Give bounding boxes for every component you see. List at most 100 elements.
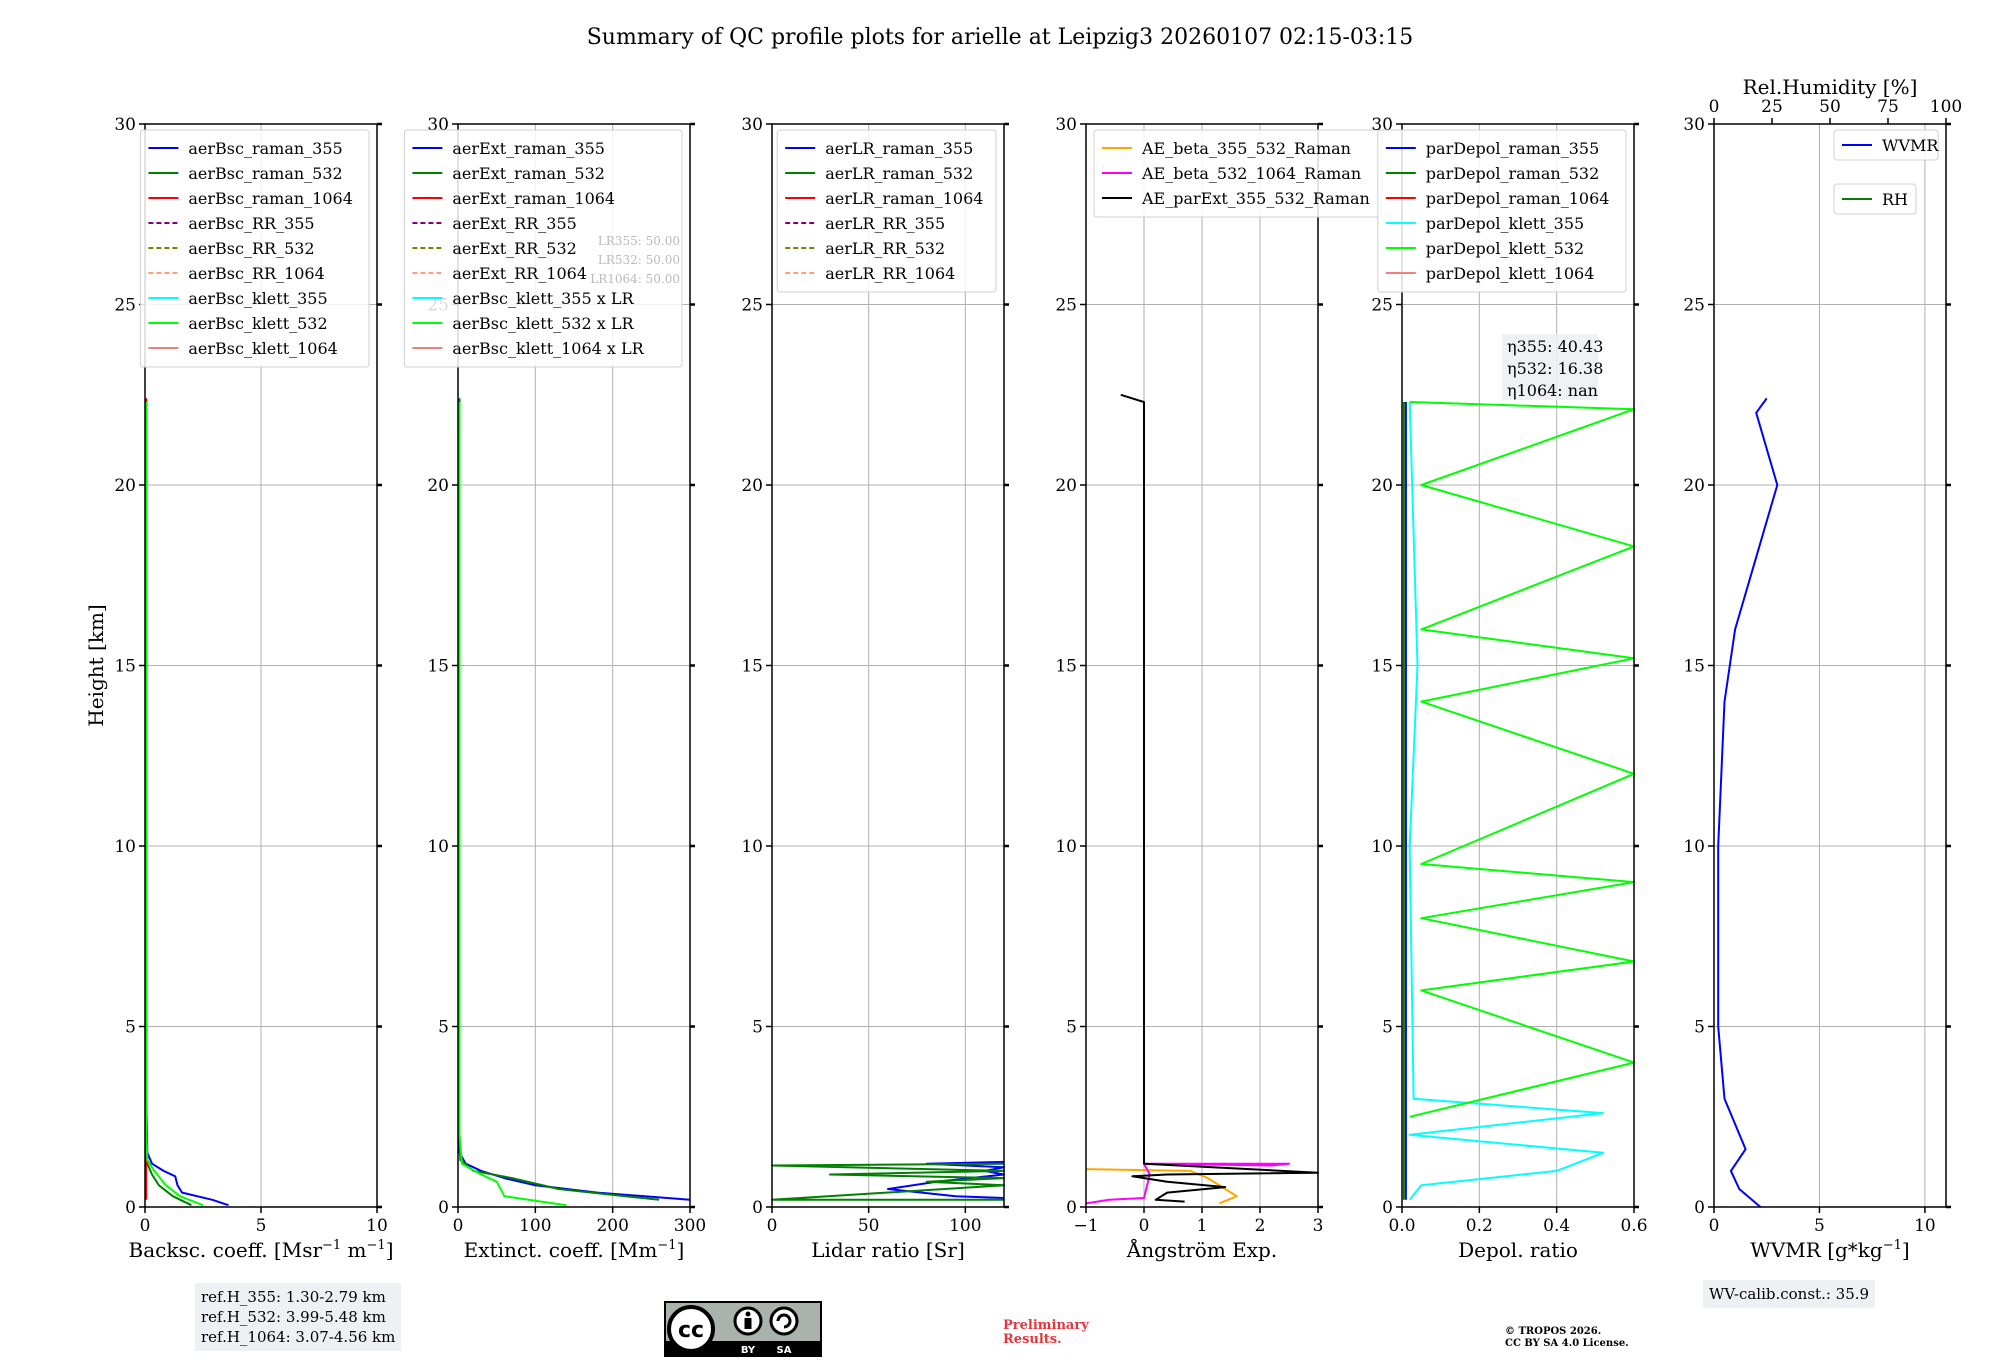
top-x-tick-label: 75 <box>1877 97 1899 117</box>
x-tick-label: 0.2 <box>1466 1216 1493 1236</box>
wv-calibration-constant: WV-calib.const.: 35.9 <box>1709 1285 1870 1303</box>
panel-ext: 0510152025300100200300Extinct. coeff. [M… <box>403 115 706 1262</box>
legend-label-aerExt_RR_355: aerExt_RR_355 <box>452 214 576 233</box>
y-tick-label: 0 <box>1694 1198 1705 1218</box>
top-x-tick-label: 100 <box>1930 97 1962 117</box>
y-tick-label: 10 <box>741 837 763 857</box>
ref-height-355: ref.H_355: 1.30-2.79 km <box>201 1288 386 1306</box>
series-line-aerExt_raman_355 <box>458 398 691 1201</box>
y-tick-label: 25 <box>114 296 136 316</box>
x-axis-label: Extinct. coeff. [Mm−1​] <box>464 1238 685 1262</box>
legend-label-parDepol_raman_532: parDepol_raman_532 <box>1426 164 1599 183</box>
y-tick-label: 20 <box>427 476 449 496</box>
license-line: CC BY SA 4.0 License. <box>1505 1338 1629 1349</box>
legend-box <box>139 129 370 368</box>
y-tick-label: 10 <box>427 837 449 857</box>
legend-label-parDepol_klett_532: parDepol_klett_532 <box>1426 239 1584 258</box>
legend-label-aerBsc_raman_532: aerBsc_raman_532 <box>188 164 342 183</box>
x-tick-label: 5 <box>1814 1216 1825 1236</box>
legend-label-aerLR_RR_532: aerLR_RR_532 <box>825 239 945 258</box>
legend-label-aerLR_raman_532: aerLR_raman_532 <box>825 164 973 183</box>
eta-annotation: η355: 40.43 <box>1507 337 1603 356</box>
y-tick-label: 25 <box>1683 296 1705 316</box>
y-tick-label: 30 <box>114 115 136 135</box>
series-line-WVMR <box>1717 397 1779 1208</box>
y-tick-label: 10 <box>1683 837 1705 857</box>
ref-height-1064: ref.H_1064: 3.07-4.56 km <box>201 1328 396 1346</box>
x-tick-label: −1 <box>1073 1216 1098 1236</box>
x-axis-label: Depol. ratio <box>1458 1238 1578 1262</box>
x-tick-label: 0 <box>1139 1216 1150 1236</box>
x-tick-label: 0 <box>1709 1216 1720 1236</box>
by-text: BY <box>741 1345 756 1356</box>
series-line-aerBsc_raman_355 <box>145 398 229 1207</box>
y-tick-label: 15 <box>1683 657 1705 677</box>
top-x-tick-label: 50 <box>1819 97 1841 117</box>
y-tick-label: 25 <box>1371 296 1393 316</box>
results-line: Results. <box>1003 1332 1062 1347</box>
lidar-ratio-annotation: LR355: 50.00 <box>598 234 680 248</box>
x-tick-label: 5 <box>256 1216 267 1236</box>
x-tick-label: 10 <box>366 1216 388 1236</box>
copyright-note: © TROPOS 2026. CC BY SA 4.0 License. <box>1505 1326 1629 1350</box>
legend-label-parDepol_klett_1064: parDepol_klett_1064 <box>1426 264 1595 283</box>
y-tick-label: 15 <box>741 657 763 677</box>
legend-label-aerBsc_RR_355: aerBsc_RR_355 <box>188 214 314 233</box>
x-tick-label: 0.4 <box>1543 1216 1570 1236</box>
legend-box <box>1377 129 1627 293</box>
legend-box <box>403 129 683 368</box>
top-x-tick-label: 0 <box>1709 97 1720 117</box>
legend-label-aerBsc_klett_532 x LR: aerBsc_klett_532 x LR <box>452 314 634 333</box>
series-line-aerLR_raman_532 <box>771 1162 1005 1201</box>
legend-label-aerBsc_RR_532: aerBsc_RR_532 <box>188 239 314 258</box>
y-tick-label: 5 <box>1694 1018 1705 1038</box>
legend-label-RH: RH <box>1882 190 1908 209</box>
legend-label-aerExt_raman_1064: aerExt_raman_1064 <box>452 189 615 208</box>
x-axis-label: Lidar ratio [Sr] <box>811 1238 965 1262</box>
y-tick-label: 5 <box>752 1018 763 1038</box>
copyright-line: © TROPOS 2026. <box>1505 1326 1602 1337</box>
legend-label-aerExt_raman_355: aerExt_raman_355 <box>452 139 605 158</box>
y-tick-label: 10 <box>1055 837 1077 857</box>
legend-label-WVMR: WVMR <box>1882 136 1939 155</box>
y-tick-label: 5 <box>125 1018 136 1038</box>
top-x-axis-label: Rel.Humidity [%] <box>1743 75 1918 99</box>
legend-label-parDepol_raman_355: parDepol_raman_355 <box>1426 139 1599 158</box>
x-tick-label: 2 <box>1255 1216 1266 1236</box>
legend-label-aerBsc_klett_355: aerBsc_klett_355 <box>188 289 327 308</box>
series-line-AE_parExt_355_532_Raman <box>1120 393 1319 1203</box>
wv-calibration-box: WV-calib.const.: 35.9 <box>1703 1280 1876 1308</box>
x-tick-label: 0 <box>453 1216 464 1236</box>
y-tick-label: 20 <box>114 476 136 496</box>
series-line-aerBsc_klett_532 x LR <box>458 402 567 1207</box>
legend-label-AE_parExt_355_532_Raman: AE_parExt_355_532_Raman <box>1141 189 1370 208</box>
legend-label-aerBsc_klett_1064 x LR: aerBsc_klett_1064 x LR <box>452 339 644 358</box>
lidar-ratio-annotation: LR532: 50.00 <box>598 253 680 267</box>
legend-label-aerLR_raman_1064: aerLR_raman_1064 <box>825 189 983 208</box>
preliminary-line: Preliminary <box>1003 1318 1089 1333</box>
legend-label-aerBsc_klett_1064: aerBsc_klett_1064 <box>188 339 337 358</box>
x-tick-label: 0.0 <box>1388 1216 1415 1236</box>
x-tick-label: 0 <box>767 1216 778 1236</box>
legend-label-aerBsc_raman_355: aerBsc_raman_355 <box>188 139 342 158</box>
eta-annotation: η532: 16.38 <box>1507 359 1603 378</box>
sa-share-icon <box>769 1306 799 1336</box>
y-tick-label: 30 <box>741 115 763 135</box>
y-tick-label: 25 <box>741 296 763 316</box>
legend-label-aerBsc_klett_532: aerBsc_klett_532 <box>188 314 327 333</box>
x-tick-label: 1 <box>1197 1216 1208 1236</box>
legend-label-aerLR_raman_355: aerLR_raman_355 <box>825 139 973 158</box>
x-axis-label: WVMR [g*kg−1​] <box>1750 1238 1909 1262</box>
legend-box-WVMR <box>1833 129 1939 161</box>
y-tick-label: 15 <box>114 657 136 677</box>
x-tick-label: 300 <box>674 1216 706 1236</box>
y-tick-label: 5 <box>438 1018 449 1038</box>
ref-height-532: ref.H_532: 3.99-5.48 km <box>201 1308 386 1326</box>
legend-label-AE_beta_355_532_Raman: AE_beta_355_532_Raman <box>1141 139 1351 158</box>
series-line-aerExt_raman_532 <box>458 398 660 1201</box>
eta-annotation: η1064: nan <box>1507 381 1598 400</box>
